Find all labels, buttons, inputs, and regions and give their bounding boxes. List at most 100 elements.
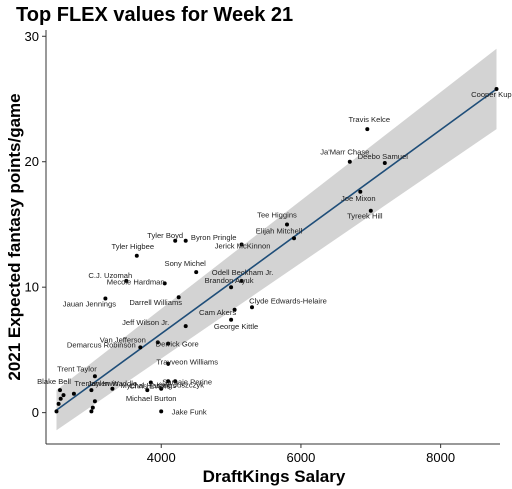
point-label: Demarcus Robinson: [67, 340, 136, 349]
x-axis-title: DraftKings Salary: [203, 467, 346, 486]
point-label: Darrell Williams: [129, 298, 182, 307]
data-point: [347, 159, 352, 164]
point-label: Jerick McKinnon: [215, 242, 271, 251]
confidence-band: [56, 48, 497, 431]
data-point: [58, 388, 62, 393]
data-point: [166, 361, 171, 366]
point-label: Tee Higgins: [257, 211, 297, 220]
confidence-band-layer: [56, 48, 497, 431]
data-point: [145, 388, 150, 393]
data-point: [368, 208, 373, 213]
data-point: [232, 307, 237, 312]
point-label: Kyle Juszczyk: [156, 380, 204, 389]
point-label: Jauan Jennings: [63, 300, 116, 309]
data-point: [61, 393, 66, 398]
point-label: Trent Taylor: [57, 364, 97, 373]
data-point: [159, 386, 164, 391]
x-tick-label: 6000: [286, 450, 315, 465]
point-label: Tyler Boyd: [147, 231, 183, 240]
data-point: [250, 305, 254, 310]
data-point: [494, 87, 499, 91]
data-point: [90, 405, 95, 410]
data-point: [183, 238, 188, 243]
data-point: [194, 270, 199, 275]
data-point: [110, 386, 115, 391]
point-label: Ja'Marr Chase: [320, 148, 369, 157]
trend-line: [56, 88, 497, 411]
point-label: Elijah Mitchell: [256, 226, 303, 235]
point-label: C.J. Uzomah: [88, 271, 132, 280]
point-label: Cam Akers: [199, 308, 236, 317]
point-label: Trenton Irwin: [74, 379, 118, 388]
point-label: George Kittle: [214, 322, 258, 331]
point-label: Derrick Gore: [156, 340, 199, 349]
x-tick-label: 4000: [147, 450, 176, 465]
point-label: Clyde Edwards-Helaire: [249, 296, 327, 305]
data-point: [173, 379, 178, 384]
trend-line-layer: [56, 88, 497, 411]
data-point: [71, 391, 76, 396]
y-tick-label: 20: [25, 154, 39, 169]
point-label: Michael Burton: [126, 394, 177, 403]
point-label: Mychal Hastings: [120, 381, 176, 390]
point-label: Jaylen Waddle: [88, 379, 138, 388]
data-point: [176, 295, 181, 300]
point-label: Van Jefferson: [100, 335, 146, 344]
data-point: [358, 189, 363, 194]
data-point: [229, 317, 234, 322]
data-point: [89, 409, 94, 414]
data-point: [92, 399, 97, 404]
data-point: [365, 127, 370, 132]
x-ticks: 4000 6000 8000: [147, 444, 455, 465]
data-point: [124, 278, 129, 283]
data-point: [166, 379, 171, 384]
data-point: [173, 238, 178, 243]
point-label: Jeff Wilson Jr.: [122, 318, 169, 327]
data-point: [292, 236, 296, 241]
data-point: [54, 409, 59, 414]
point-label: Sony Michel: [165, 259, 207, 268]
point-label: Blake Bell: [37, 377, 71, 386]
data-point: [229, 285, 234, 290]
points-layer: [54, 87, 499, 414]
point-label: Joe Mixon: [341, 194, 376, 203]
point-label: Byron Pringle: [191, 233, 237, 242]
y-axis-title: 2021 Expected fantasy points/game: [5, 93, 24, 380]
point-label: Tyler Higbee: [111, 242, 154, 251]
data-point: [92, 374, 97, 379]
data-point: [162, 281, 167, 286]
data-point: [56, 401, 61, 406]
data-point: [159, 409, 164, 414]
data-point: [58, 396, 63, 401]
data-point: [103, 296, 108, 301]
chart-title: Top FLEX values for Week 21: [16, 4, 293, 26]
point-label: Cooper Kupp: [471, 90, 512, 99]
y-tick-label: 10: [25, 280, 39, 295]
data-point: [89, 388, 94, 393]
point-label: Jake Funk: [172, 407, 207, 416]
data-point: [285, 222, 289, 227]
data-point: [183, 324, 188, 329]
data-point: [239, 242, 244, 247]
data-point: [148, 380, 153, 385]
y-ticks: 0 10 20 30: [25, 29, 46, 420]
x-tick-label: 8000: [426, 450, 455, 465]
y-tick-label: 0: [32, 405, 39, 420]
data-point: [138, 345, 143, 350]
data-point: [382, 161, 387, 165]
point-labels-layer: Cooper Kupp Travis Kelce Ja'Marr ChaseDeeb…: [37, 90, 512, 416]
data-point: [166, 341, 171, 346]
point-label: Tyreek Hill: [347, 212, 383, 221]
data-point: [155, 340, 160, 345]
point-label: Trayveon Williams: [156, 358, 218, 367]
data-point: [134, 253, 139, 258]
y-tick-label: 30: [25, 29, 39, 44]
data-point: [239, 278, 244, 283]
point-label: Travis Kelce: [349, 115, 391, 124]
point-label: Brandon Aiyuk: [205, 276, 254, 285]
point-label: Deebo Samuel: [358, 152, 409, 161]
point-label: Chris Evans: [129, 382, 170, 391]
point-label: Mecole Hardman: [107, 277, 165, 286]
point-label: Odell Beckham Jr.: [212, 268, 274, 277]
